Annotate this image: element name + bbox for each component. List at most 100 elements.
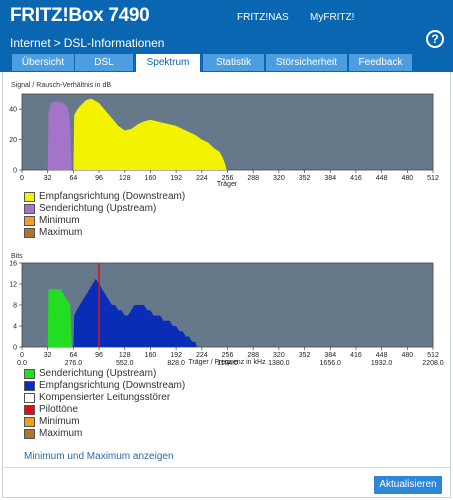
snr-x-tick-label: 0 — [20, 175, 24, 182]
snr-y-tick-label: 20 — [9, 137, 17, 144]
tab-statistics[interactable]: Statistik — [203, 54, 264, 71]
tab-interference[interactable]: Störsicherheit — [266, 54, 347, 71]
snr-x-tick-label: 96 — [95, 175, 103, 182]
bits-x-tick-label: 224 — [196, 352, 208, 359]
bits-khz-tick-label: 1932.0 — [371, 360, 393, 366]
snr-series-area — [73, 98, 227, 170]
bits-x-tick-label: 96 — [95, 352, 103, 359]
snr-x-axis-label: Träger — [217, 181, 238, 188]
snr-x-tick-label: 160 — [145, 175, 157, 182]
content-panel — [2, 72, 451, 498]
breadcrumb: Internet > DSL-Informationen — [10, 36, 164, 50]
snr-y-tick-label: 40 — [9, 107, 17, 114]
legend-label: Empfangsrichtung (Downstream) — [39, 191, 186, 202]
legend-item: Minimum — [24, 416, 185, 428]
bits-x-tick-label: 160 — [145, 352, 157, 359]
tab-dsl[interactable]: DSL — [75, 54, 133, 71]
bits-chart-title: Bits — [11, 253, 23, 260]
legend-label: Maximum — [39, 227, 83, 238]
snr-x-tick-label: 256 — [222, 175, 234, 182]
bits-series-area — [47, 289, 72, 347]
snr-y-tick-label: 0 — [13, 168, 17, 175]
bits-x-tick-label: 64 — [69, 352, 77, 359]
snr-legend: Empfangsrichtung (Downstream) Sendericht… — [24, 191, 185, 239]
bits-y-tick-label: 4 — [13, 324, 17, 331]
legend-item: Empfangsrichtung (Downstream) — [24, 380, 185, 392]
bits-x-tick-label: 352 — [299, 352, 311, 359]
legend-swatch — [24, 393, 35, 403]
snr-x-tick-label: 512 — [427, 175, 439, 182]
legend-swatch — [24, 204, 35, 214]
legend-label: Pilottöne — [39, 404, 78, 415]
bits-x-tick-label: 512 — [427, 352, 439, 359]
bits-x-tick-label: 192 — [170, 352, 182, 359]
legend-swatch — [24, 381, 35, 391]
breadcrumb-separator: > — [53, 36, 61, 50]
snr-x-tick-label: 448 — [376, 175, 388, 182]
bits-x-tick-label: 384 — [324, 352, 336, 359]
snr-x-tick-label: 64 — [69, 175, 77, 182]
bits-x-tick-label: 32 — [44, 352, 52, 359]
legend-item: Senderichtung (Upstream) — [24, 203, 185, 215]
snr-x-tick-label: 384 — [324, 175, 336, 182]
legend-label: Minimum — [39, 215, 80, 226]
snr-x-tick-label: 288 — [247, 175, 259, 182]
help-icon[interactable]: ? — [426, 30, 444, 48]
legend-swatch — [24, 405, 35, 415]
snr-x-tick-label: 320 — [273, 175, 285, 182]
legend-item: Empfangsrichtung (Downstream) — [24, 191, 185, 203]
bits-x-tick-label: 128 — [119, 352, 131, 359]
bits-x-axis-label: Träger / Frequenz in kHz — [188, 359, 266, 366]
bits-x-tick-label: 288 — [247, 352, 259, 359]
snr-x-tick-label: 480 — [401, 175, 413, 182]
top-bar: FRITZ!Box 7490 FRITZ!NAS MyFRITZ! — [0, 0, 453, 34]
snr-x-tick-label: 128 — [119, 175, 131, 182]
legend-item: Maximum — [24, 227, 185, 239]
legend-item: Senderichtung (Upstream) — [24, 368, 185, 380]
fritz-nas-link[interactable]: FRITZ!NAS — [237, 12, 289, 23]
bits-y-tick-label: 16 — [9, 261, 17, 268]
tab-overview[interactable]: Übersicht — [12, 54, 74, 71]
bits-khz-tick-label: 828.0 — [167, 360, 185, 366]
legend-label: Senderichtung (Upstream) — [39, 203, 157, 214]
bits-legend: Senderichtung (Upstream) Empfangsrichtun… — [24, 368, 185, 440]
snr-x-tick-label: 224 — [196, 175, 208, 182]
bits-khz-tick-label: 1104.0 — [217, 360, 238, 366]
legend-swatch — [24, 192, 35, 202]
myfritz-link[interactable]: MyFRITZ! — [310, 12, 355, 23]
snr-x-tick-label: 32 — [44, 175, 52, 182]
snr-chart-title: Signal / Rausch-Verhältnis in dB — [11, 82, 111, 89]
bits-y-tick-label: 8 — [13, 303, 17, 310]
bits-khz-tick-label: 552.0 — [116, 360, 134, 366]
legend-item: Minimum — [24, 215, 185, 227]
legend-label: Senderichtung (Upstream) — [39, 368, 157, 379]
legend-label: Kompensierter Leitungsstörer — [39, 392, 171, 403]
legend-swatch — [24, 417, 35, 427]
legend-swatch — [24, 369, 35, 379]
bits-khz-tick-label: 2208.0 — [422, 360, 444, 366]
snr-chart: 0 20 40 0 32 64 96 128 160 192 224 256 288 320 352 384 4… — [9, 93, 439, 188]
breadcrumb-parent[interactable]: Internet — [10, 36, 51, 50]
bits-x-tick-label: 256 — [222, 352, 234, 359]
bits-x-tick-label: 416 — [350, 352, 362, 359]
bits-khz-tick-label: 276.0 — [65, 360, 83, 366]
legend-label: Maximum — [39, 428, 83, 439]
breadcrumb-bar: Internet > DSL-Informationen — [0, 34, 453, 54]
legend-swatch — [24, 216, 35, 226]
footer-divider — [3, 467, 450, 468]
legend-swatch — [24, 429, 35, 439]
bits-x-tick-label: 0 — [20, 352, 24, 359]
min-max-link[interactable]: Minimum und Maximum anzeigen — [24, 451, 174, 462]
legend-label: Minimum — [39, 416, 80, 427]
tab-feedback[interactable]: Feedback — [349, 54, 412, 71]
snr-series-area — [47, 101, 72, 170]
bits-y-tick-label: 0 — [13, 345, 17, 352]
legend-label: Empfangsrichtung (Downstream) — [39, 380, 186, 391]
tab-spectrum[interactable]: Spektrum — [136, 54, 200, 72]
refresh-button[interactable]: Aktualisieren — [374, 476, 442, 494]
bits-y-tick-label: 12 — [9, 282, 17, 289]
bits-khz-tick-label: 0.0 — [17, 360, 27, 366]
bits-khz-tick-label: 1656.0 — [320, 360, 342, 366]
snr-x-tick-label: 416 — [350, 175, 362, 182]
bits-series-area — [73, 278, 197, 347]
